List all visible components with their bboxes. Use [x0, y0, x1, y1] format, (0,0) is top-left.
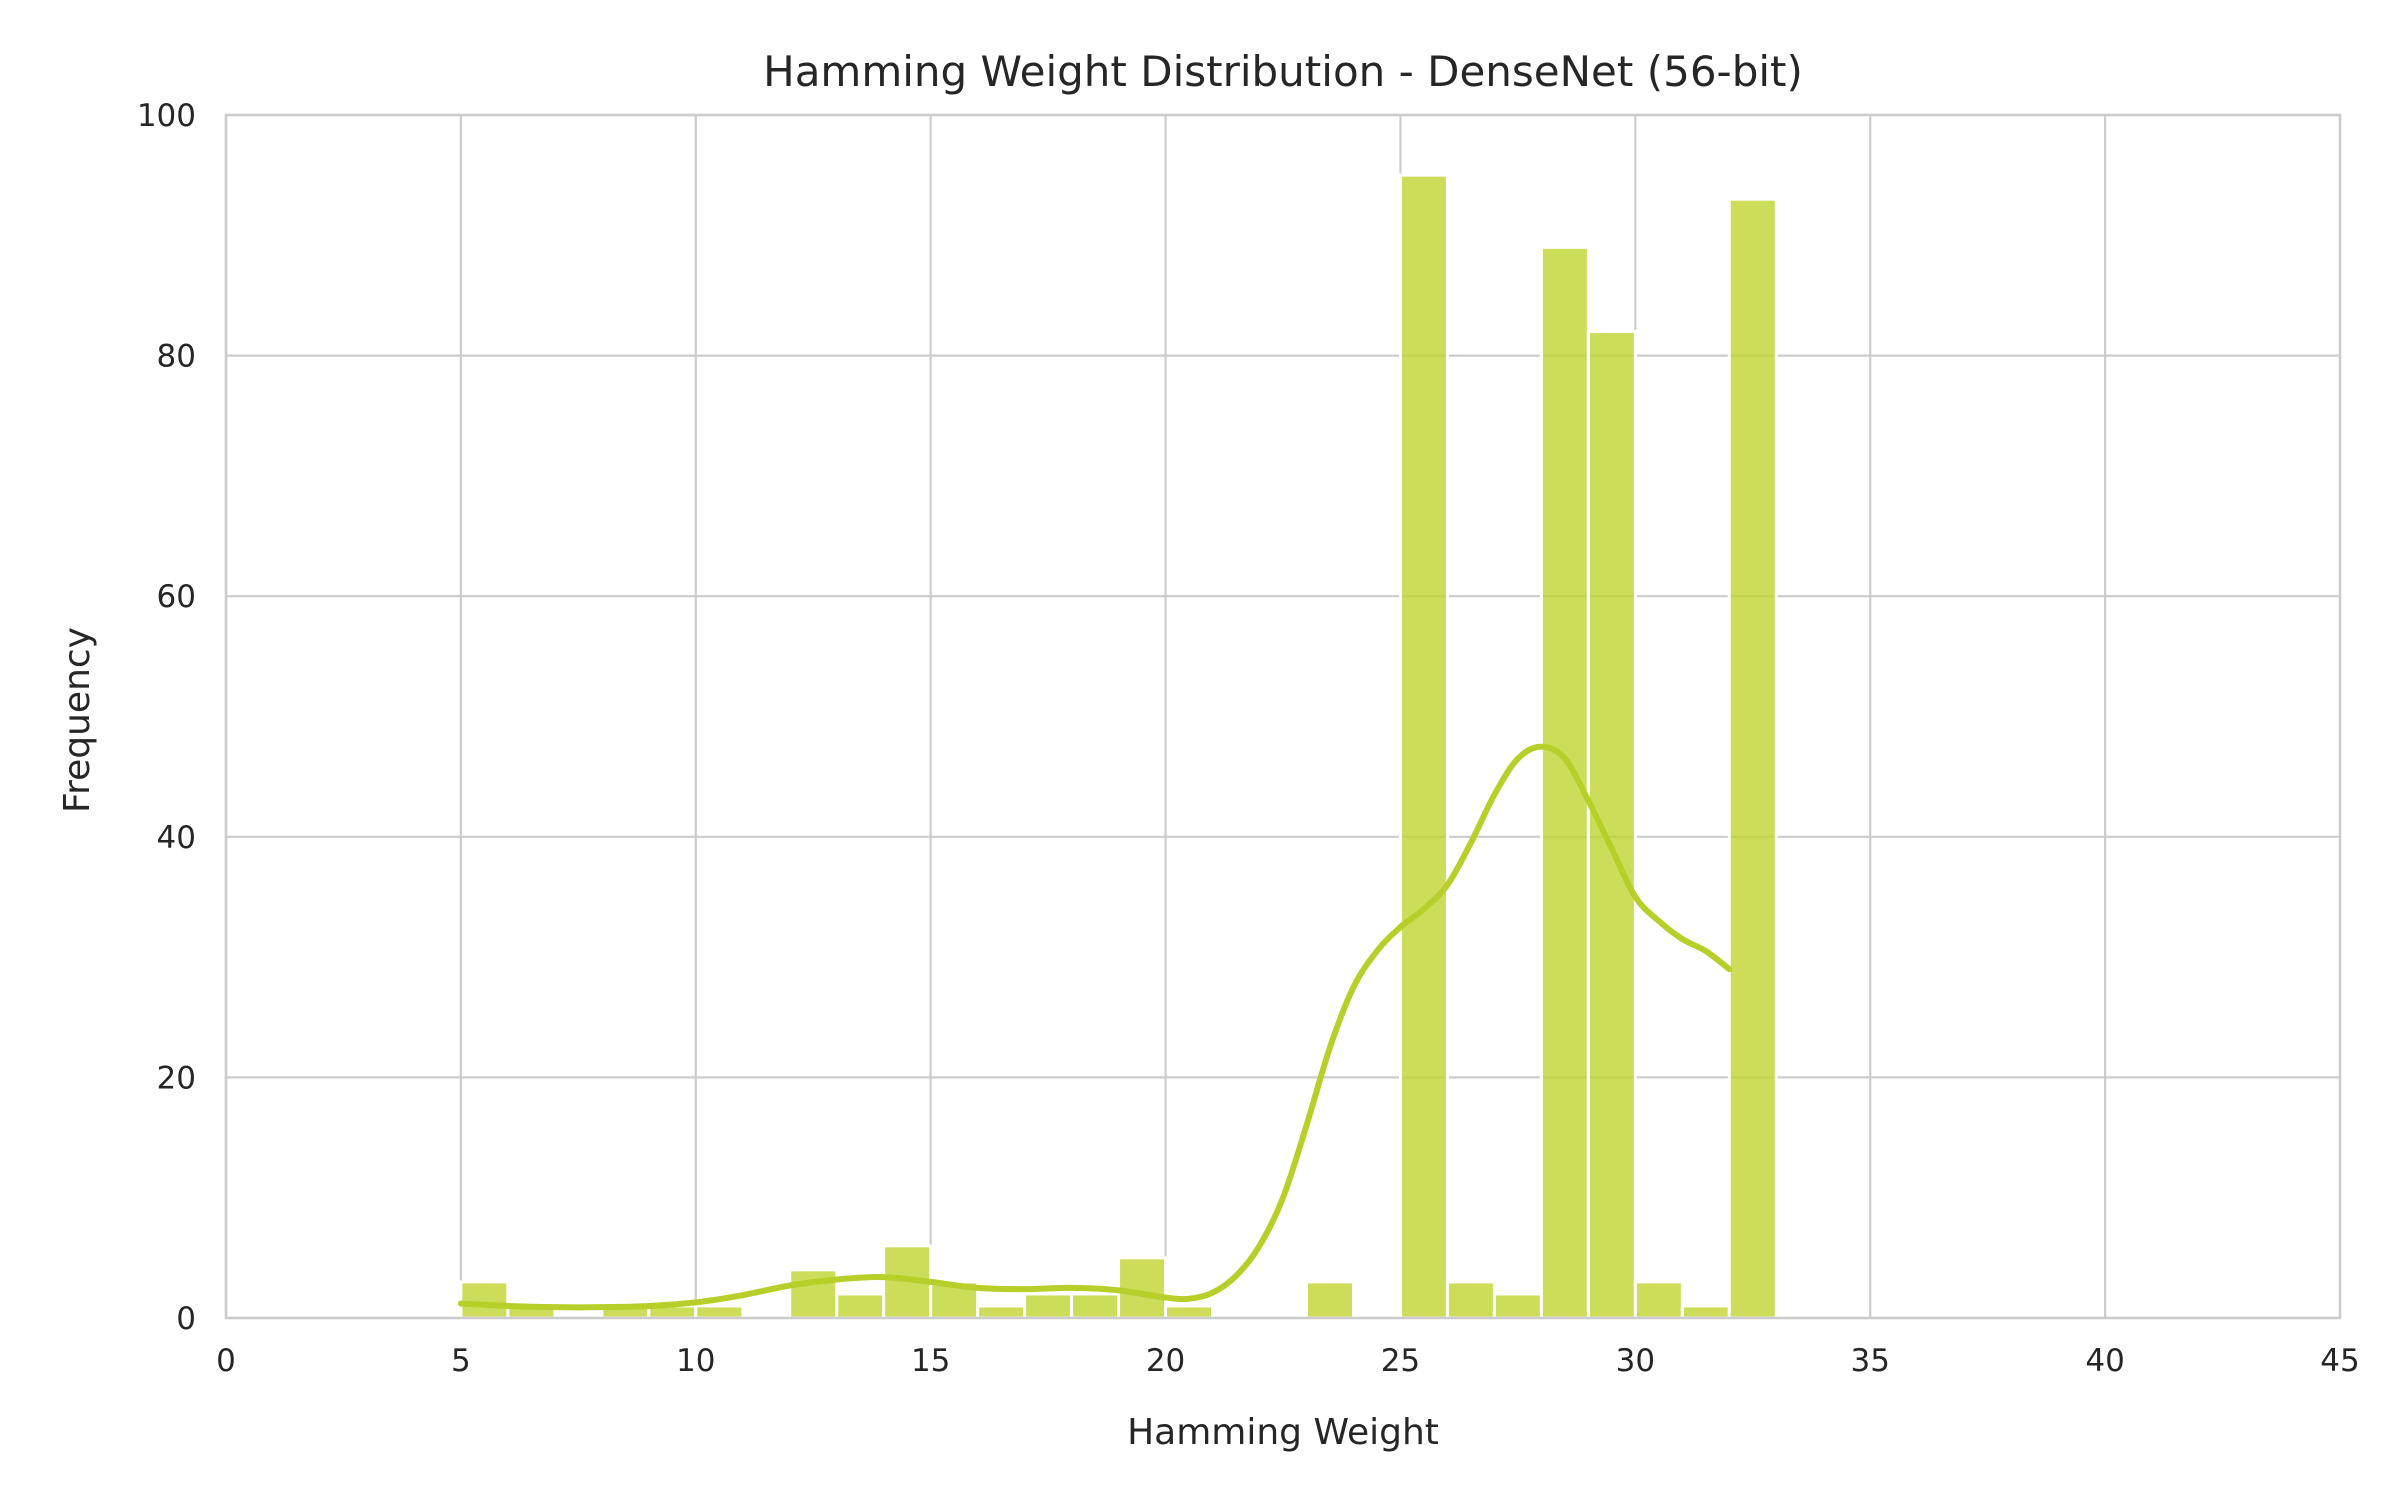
histogram-bar [1586, 330, 1637, 1320]
y-tick-label: 100 [137, 98, 196, 134]
histogram-bar [1680, 1304, 1731, 1320]
tick-layer: 0 5 10 15 20 25 30 35 40 45 0 20 40 60 80 100 [137, 98, 2360, 1379]
chart-title: Hamming Weight Distribution - DenseNet (… [763, 47, 1803, 96]
histogram-bar [1633, 1280, 1684, 1320]
x-tick-label: 5 [451, 1343, 471, 1379]
histogram-bar [1164, 1304, 1215, 1320]
histogram-bar [788, 1268, 839, 1320]
y-axis-label: Frequency [57, 627, 98, 813]
histogram-bar [835, 1292, 886, 1320]
bar-layer [459, 173, 1778, 1320]
histogram-bar [1398, 173, 1449, 1320]
x-tick-label: 10 [676, 1343, 715, 1379]
plot-frame [224, 113, 2342, 1320]
x-tick-label: 15 [911, 1343, 950, 1379]
histogram-bar [459, 1280, 510, 1320]
x-tick-label: 40 [2085, 1343, 2124, 1379]
histogram-bar [1727, 197, 1778, 1320]
kde-layer [457, 743, 1733, 1311]
x-tick-label: 20 [1146, 1343, 1185, 1379]
y-tick-label: 40 [157, 820, 196, 856]
x-tick-label: 0 [216, 1343, 236, 1379]
kde-curve [457, 743, 1733, 1311]
histogram-bar [1445, 1280, 1496, 1320]
histogram-bar [694, 1304, 745, 1320]
x-axis-label: Hamming Weight [1127, 1412, 1439, 1453]
histogram-bar [1539, 245, 1590, 1320]
frame-layer [224, 113, 2342, 1320]
y-tick-label: 0 [176, 1301, 196, 1337]
histogram-bar [1070, 1292, 1121, 1320]
histogram-bar [1492, 1292, 1543, 1320]
histogram-bar [1304, 1280, 1355, 1320]
x-tick-label: 35 [1850, 1343, 1889, 1379]
x-tick-label: 30 [1616, 1343, 1655, 1379]
y-tick-label: 80 [157, 339, 196, 375]
x-tick-label: 25 [1381, 1343, 1420, 1379]
y-tick-label: 20 [157, 1060, 196, 1096]
x-tick-label: 45 [2320, 1343, 2359, 1379]
histogram-bar [976, 1304, 1027, 1320]
histogram-bar [1023, 1292, 1074, 1320]
y-tick-label: 60 [157, 579, 196, 615]
histogram-bar [1117, 1256, 1168, 1320]
